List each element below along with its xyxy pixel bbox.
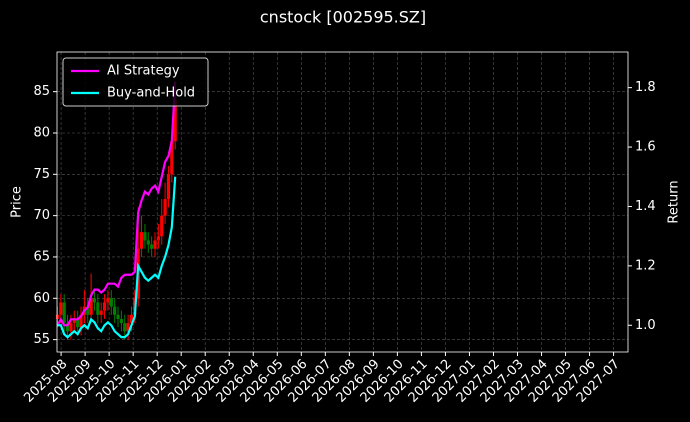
legend-label: AI Strategy [107,64,180,79]
y-tick-label: 55 [33,332,50,347]
candle-body [92,298,97,303]
candle-body [170,141,174,175]
candle-body [65,323,70,332]
candle-body [160,215,164,237]
y2-axis-label: Return [667,180,682,223]
y-axis-label: Price [10,186,25,218]
line-series [56,81,177,327]
y-tick-label: 70 [33,208,50,223]
candle-body [69,323,73,332]
candle-body [116,314,120,319]
candle-body [123,323,127,332]
candle-body [72,318,76,324]
candle-body [126,323,130,332]
plot-frame [56,51,629,353]
candle-body [153,240,157,249]
candle-body [173,99,177,142]
candle-body [59,302,63,315]
y-tick-label: 80 [33,125,50,140]
y-tick-label: 65 [33,249,50,264]
candle-body [79,314,83,328]
y2-tick-label: 1.4 [635,199,656,214]
candle-body [96,302,100,315]
line-series [57,176,177,339]
candle-body [143,232,147,241]
candle-body [113,306,117,315]
legend-label: Buy-and-Hold [107,86,195,101]
candle-body [150,244,154,249]
y-tick-label: 75 [33,167,50,182]
y-tick-label: 60 [33,291,50,306]
candle-body [109,298,113,307]
candle-body [102,302,107,311]
y-tick-label: 85 [33,84,50,99]
candle-body [139,232,144,249]
candle-body [129,314,134,324]
candle-body [86,306,90,315]
candle-body [76,318,80,328]
y2-tick-label: 1.0 [635,318,656,333]
candle-body [99,310,103,315]
legend-box [62,57,209,107]
y2-tick-label: 1.8 [635,80,656,95]
candle-body [106,298,110,303]
chart-title: cnstock [002595.SZ] [260,8,426,27]
candle-body [62,302,66,324]
candle-body [89,298,93,315]
candle-body [166,174,171,200]
y2-tick-label: 1.2 [635,258,656,273]
y2-tick-label: 1.6 [635,140,656,155]
candle-body [163,199,167,216]
candle-body [156,236,160,241]
candle-body [55,314,60,319]
candle-body [119,318,123,324]
candle-body [146,240,150,245]
